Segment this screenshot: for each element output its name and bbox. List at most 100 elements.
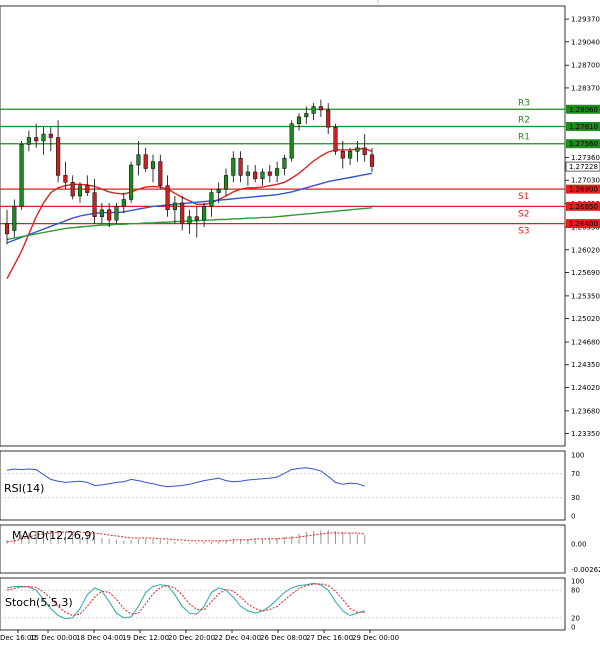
candle-body-bear xyxy=(238,157,243,176)
candle-body-bear xyxy=(34,137,39,142)
candle-body-bull xyxy=(304,113,309,118)
candle xyxy=(92,178,97,224)
candle xyxy=(282,154,287,176)
stoch-tick-label: 0 xyxy=(571,624,575,632)
candle xyxy=(77,182,83,203)
candle-body-bull xyxy=(282,157,287,169)
price-tick-label: 1.24020 xyxy=(571,384,600,392)
candle xyxy=(209,189,214,217)
candle xyxy=(318,99,323,117)
price-tick-label: 1.27030 xyxy=(571,177,600,185)
candle xyxy=(326,103,331,135)
stoch-label: Stoch(5,5,3) xyxy=(5,596,73,609)
price-tick-label: 1.27360 xyxy=(571,154,600,162)
candle xyxy=(355,140,360,162)
time-tick-label: 22 Dec 04:00 xyxy=(214,634,261,642)
price-tick-label: 1.23680 xyxy=(571,407,600,415)
ma-fast-line xyxy=(6,147,373,280)
rsi-tick-label: 30 xyxy=(571,494,580,502)
macd-tick-label: 0.00 xyxy=(571,540,587,548)
price-tick-label: 1.29040 xyxy=(571,38,600,46)
time-tick-label: 19 Dec 12:00 xyxy=(122,634,169,642)
price-tick-label: 1.25350 xyxy=(571,292,600,300)
candle-body-bull xyxy=(26,137,31,145)
level-name-r2: R2 xyxy=(518,116,530,126)
rsi-label: RSI(14) xyxy=(4,482,44,495)
ma-medium-line xyxy=(6,172,373,244)
price-tick-label: 1.28700 xyxy=(571,62,600,70)
candle-body-bull xyxy=(121,199,126,207)
candle xyxy=(253,165,258,183)
candle xyxy=(26,130,31,152)
candle xyxy=(4,209,10,245)
candle-body-bear xyxy=(158,161,163,186)
level-price-label: 1.28060 xyxy=(569,106,598,114)
stoch-main-line xyxy=(6,582,365,620)
time-tick-label: 20 Dec 20:00 xyxy=(168,634,215,642)
candle-body-bear xyxy=(56,137,61,176)
candle xyxy=(107,202,112,228)
candle-body-bear xyxy=(48,133,53,138)
current-price-label: 1.27228 xyxy=(569,163,598,171)
candle-body-bull xyxy=(99,209,104,217)
rsi-tick-label: 100 xyxy=(571,452,584,460)
level-price-box xyxy=(566,201,600,211)
candle xyxy=(231,151,236,183)
candle-body-bull xyxy=(77,185,83,197)
rsi-line xyxy=(6,467,365,488)
candle xyxy=(143,147,148,172)
time-tick-label: 26 Dec 08:00 xyxy=(260,634,307,642)
candle xyxy=(202,202,207,228)
macd-signal-line xyxy=(6,531,365,543)
stoch-signal-line xyxy=(6,583,365,617)
candle xyxy=(56,120,61,183)
candle xyxy=(129,161,134,203)
rsi-panel xyxy=(0,450,566,521)
candle xyxy=(19,140,24,210)
candle xyxy=(362,134,367,162)
candle xyxy=(85,175,90,197)
price-tick-label: 1.25020 xyxy=(571,315,600,323)
candle-body-bull xyxy=(19,144,24,207)
candle-body-bear xyxy=(70,182,75,197)
candle xyxy=(333,123,338,155)
candle-body-bear xyxy=(333,126,338,152)
candle-body-bull xyxy=(209,192,214,207)
rsi-tick-label: 70 xyxy=(571,470,580,478)
candle xyxy=(165,175,170,217)
level-price-label: 1.27560 xyxy=(569,140,598,148)
candle xyxy=(369,147,375,172)
price-tick-label: 1.24680 xyxy=(571,339,600,347)
time-tick-label: 29 Dec 00:00 xyxy=(352,634,399,642)
price-tick-label: 1.26020 xyxy=(571,246,600,254)
level-name-r1: R1 xyxy=(518,133,530,143)
price-tick-label: 1.28370 xyxy=(571,84,600,92)
candle-body-bear xyxy=(92,192,97,217)
candle-body-bull xyxy=(172,202,177,211)
level-price-box xyxy=(566,122,600,132)
stoch-tick-label: 100 xyxy=(571,578,584,586)
candle-body-bull xyxy=(348,151,353,159)
level-price-box xyxy=(566,139,600,149)
time-tick-label: 15 Dec 00:00 xyxy=(30,634,77,642)
candle xyxy=(34,123,39,148)
candle-body-bear xyxy=(318,106,323,111)
time-tick-label: Dec 16:00 xyxy=(0,634,36,642)
candle xyxy=(275,161,280,183)
level-price-box xyxy=(566,104,600,114)
candle-body-bear xyxy=(267,171,272,176)
level-price-label: 1.26900 xyxy=(569,186,598,194)
candle-body-bull xyxy=(12,206,17,231)
level-name-s1: S1 xyxy=(518,192,529,202)
candle-body-bull xyxy=(289,123,294,159)
candle xyxy=(260,168,265,186)
stoch-tick-label: 80 xyxy=(571,587,580,595)
rsi-tick-label: 0 xyxy=(571,513,575,521)
level-price-label: 1.26650 xyxy=(569,203,598,211)
candle-body-bull xyxy=(231,157,236,176)
candle xyxy=(289,120,294,162)
macd-tick-label: -0.00262 xyxy=(571,566,600,574)
candle-body-bull xyxy=(275,168,280,176)
candle xyxy=(216,182,221,203)
price-tick-label: 1.29370 xyxy=(571,16,600,24)
